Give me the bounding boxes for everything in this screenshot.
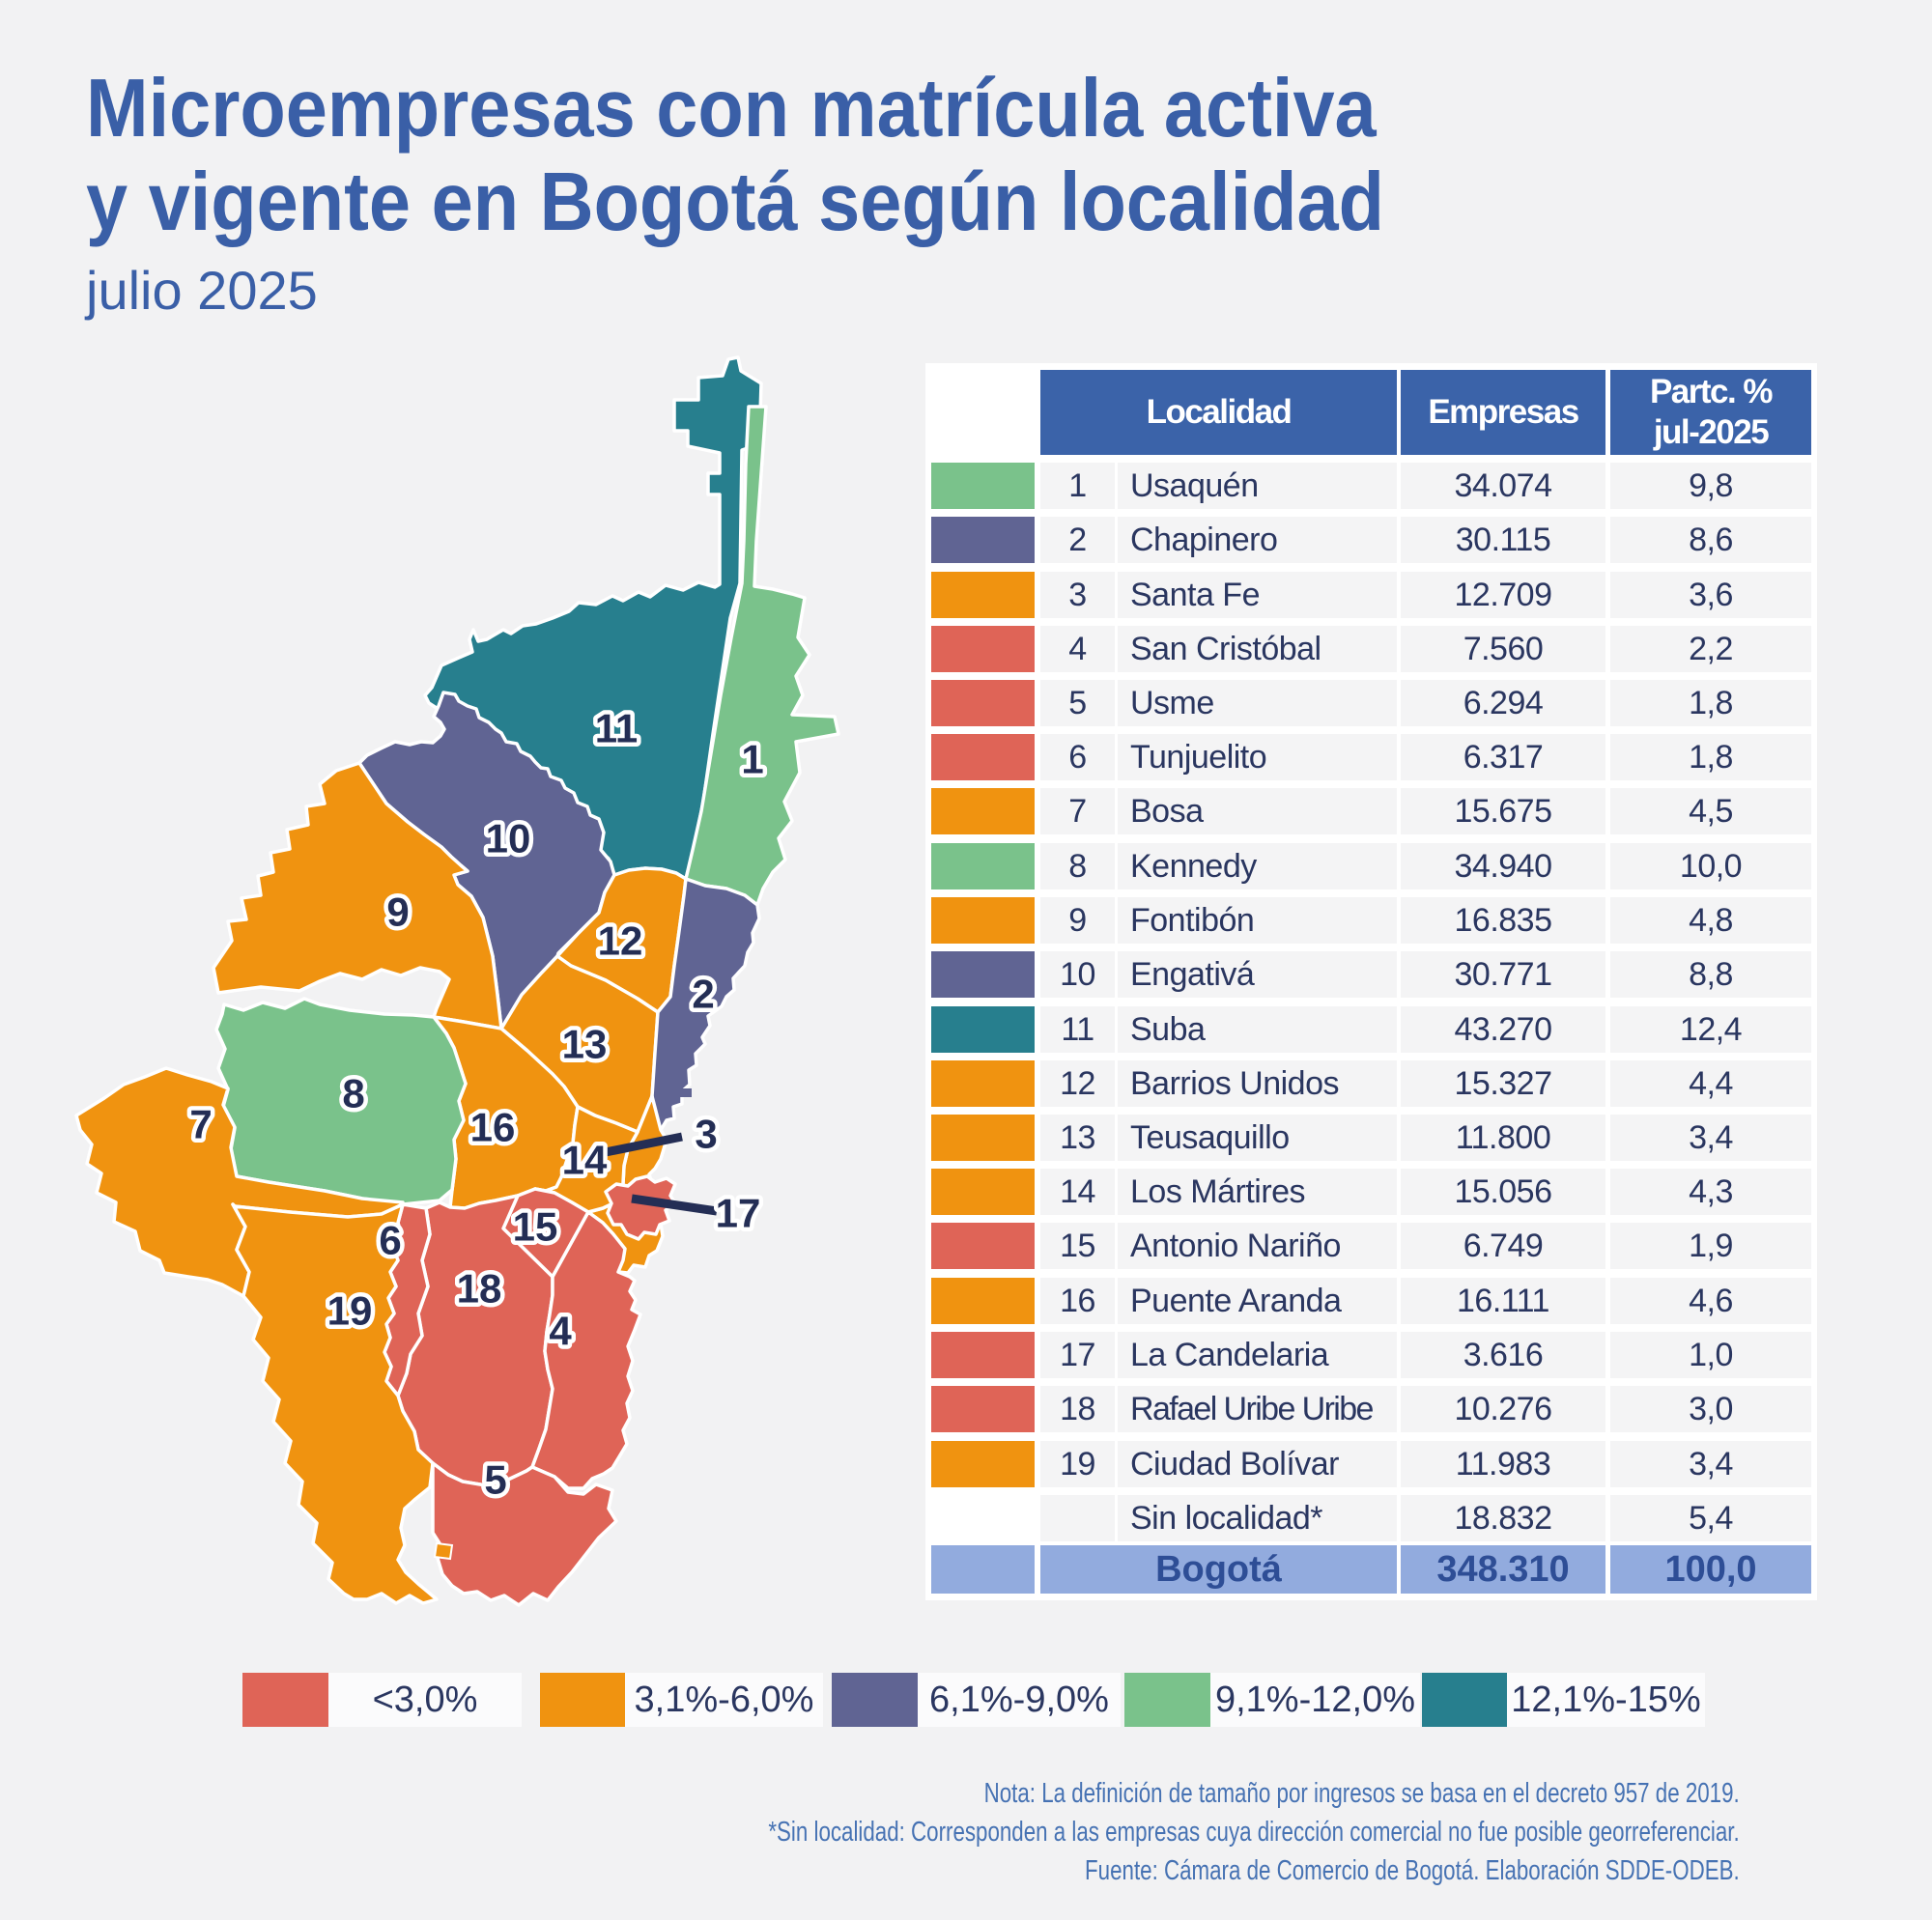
svg-text:17: 17 xyxy=(716,1191,761,1236)
svg-text:13: 13 xyxy=(562,1022,608,1067)
svg-text:14: 14 xyxy=(562,1138,608,1183)
svg-text:15: 15 xyxy=(513,1204,558,1250)
svg-text:2: 2 xyxy=(692,972,714,1017)
svg-text:6: 6 xyxy=(379,1218,401,1263)
svg-text:3: 3 xyxy=(695,1112,717,1157)
svg-text:9: 9 xyxy=(386,889,409,935)
svg-text:12: 12 xyxy=(598,918,643,964)
svg-text:4: 4 xyxy=(549,1309,572,1354)
svg-text:10: 10 xyxy=(486,816,531,861)
svg-text:11: 11 xyxy=(595,706,638,751)
svg-text:16: 16 xyxy=(470,1105,516,1150)
svg-text:5: 5 xyxy=(484,1457,506,1503)
svg-text:18: 18 xyxy=(457,1266,502,1312)
svg-text:1: 1 xyxy=(741,737,763,782)
svg-text:7: 7 xyxy=(189,1102,212,1147)
svg-text:19: 19 xyxy=(327,1288,373,1334)
svg-text:8: 8 xyxy=(342,1071,364,1116)
